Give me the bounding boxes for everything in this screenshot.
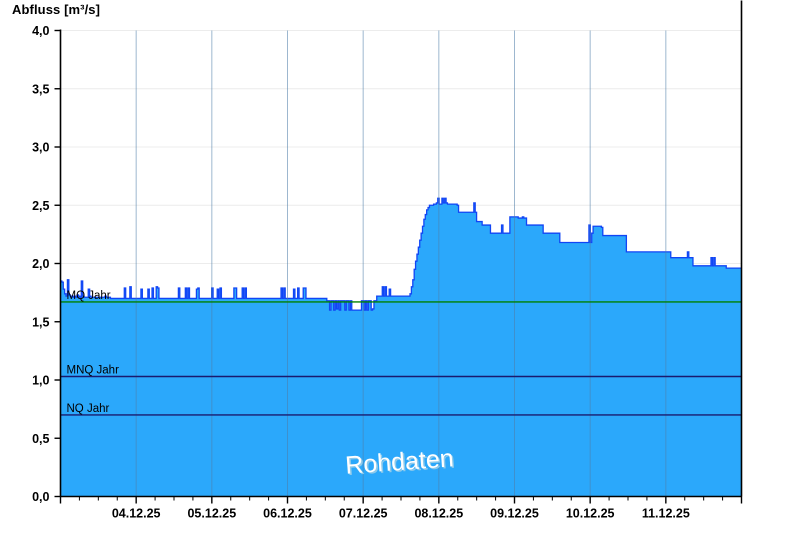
y-tick-label-0,5: 0,5 bbox=[32, 432, 49, 446]
discharge-area bbox=[60, 198, 742, 497]
x-tick-label-10.12.25: 10.12.25 bbox=[566, 507, 615, 521]
y-tick-label-0,0: 0,0 bbox=[32, 490, 49, 504]
x-tick-label-11.12.25: 11.12.25 bbox=[642, 507, 690, 521]
x-tick-label-07.12.25: 07.12.25 bbox=[339, 507, 388, 521]
y-tick-label-4,0: 4,0 bbox=[32, 24, 49, 38]
reference-label-mq-jahr: MQ Jahr bbox=[67, 290, 111, 302]
y-tick-label-1,0: 1,0 bbox=[32, 374, 49, 388]
y-tick-label-1,5: 1,5 bbox=[32, 315, 49, 329]
discharge-line bbox=[60, 197, 742, 311]
y-axis-title: Abfluss [m³/s] bbox=[12, 2, 101, 17]
y-tick-label-2,0: 2,0 bbox=[32, 257, 49, 271]
x-tick-label-08.12.25: 08.12.25 bbox=[414, 507, 463, 521]
y-tick-label-3,5: 3,5 bbox=[32, 82, 49, 96]
y-tick-label-3,0: 3,0 bbox=[32, 141, 49, 155]
x-tick-label-06.12.25: 06.12.25 bbox=[263, 507, 312, 521]
x-tick-label-09.12.25: 09.12.25 bbox=[490, 507, 539, 521]
reference-label-mnq-jahr: MNQ Jahr bbox=[67, 365, 120, 377]
x-tick-label-04.12.25: 04.12.25 bbox=[112, 507, 161, 521]
x-tick-label-05.12.25: 05.12.25 bbox=[187, 507, 236, 521]
y-tick-label-2,5: 2,5 bbox=[32, 199, 49, 213]
reference-label-nq-jahr: NQ Jahr bbox=[67, 403, 110, 415]
